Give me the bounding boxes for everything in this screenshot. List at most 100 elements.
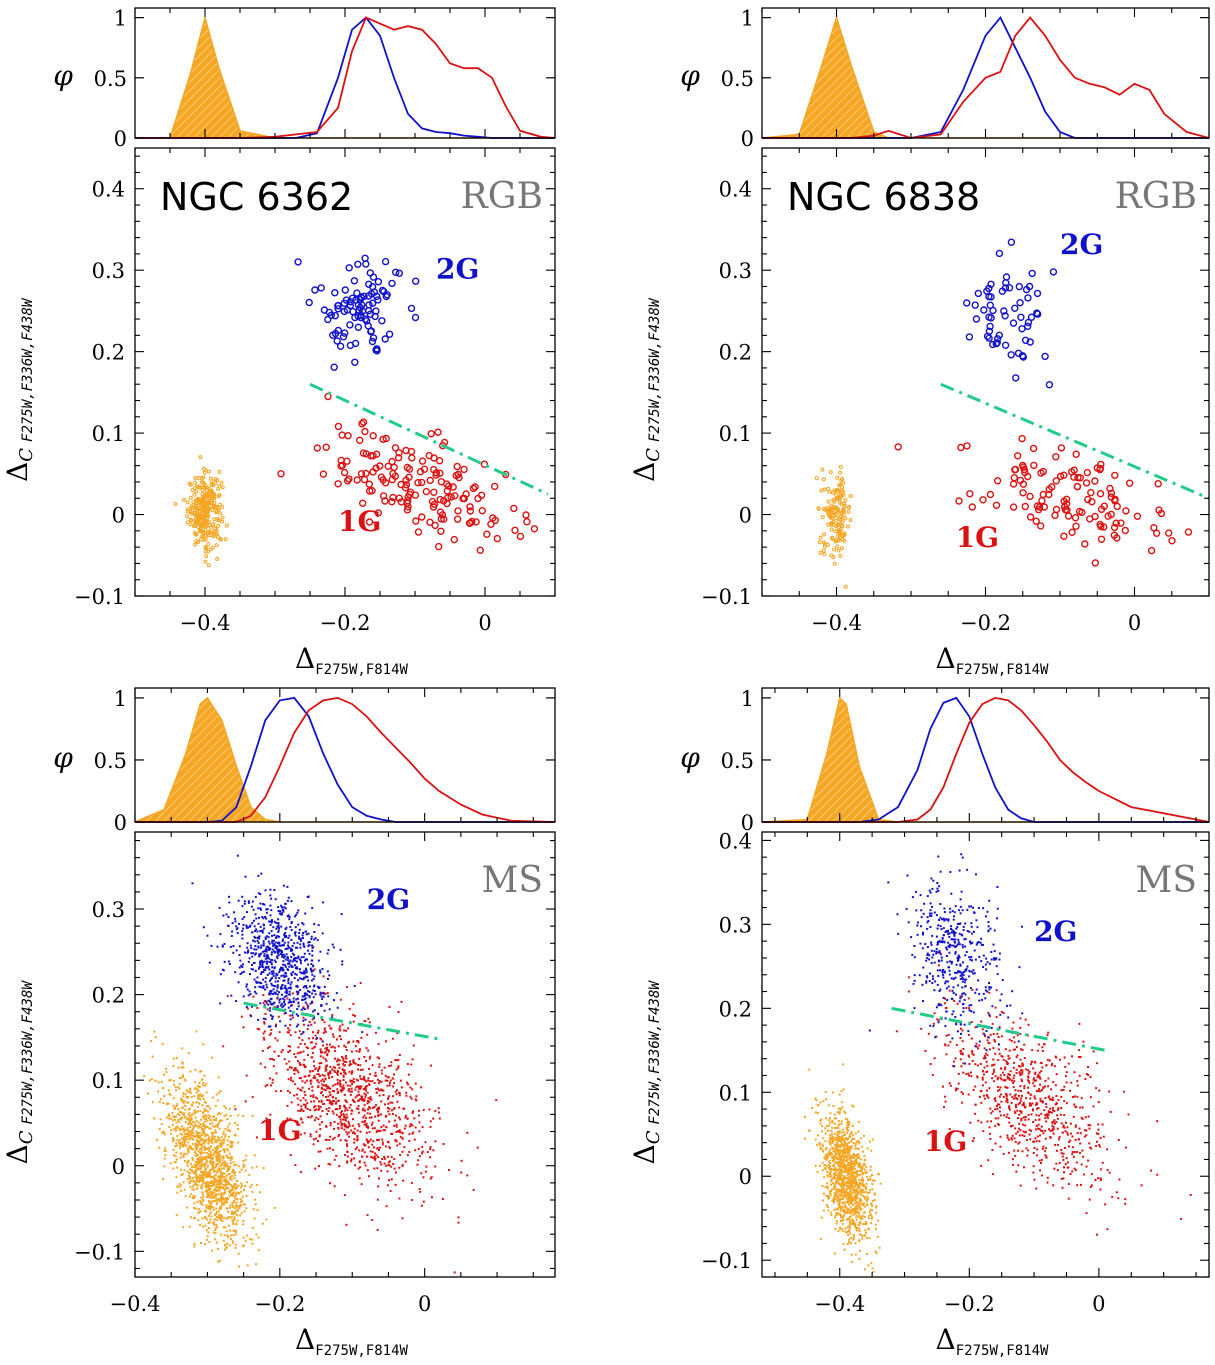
reference-stars-point	[235, 1163, 238, 1166]
reference-stars-point	[208, 1173, 211, 1176]
second-gen-stars-point	[232, 945, 235, 948]
reference-stars-point	[203, 1141, 206, 1144]
second-gen-stars-point	[1011, 304, 1019, 312]
first-gen-stars-point	[298, 1051, 301, 1054]
first-gen-stars-point	[401, 1132, 404, 1135]
second-gen-stars-point	[303, 1008, 306, 1011]
reference-stars-point	[192, 1113, 195, 1116]
reference-stars-point	[232, 1169, 235, 1172]
second-gen-stars-point	[297, 1002, 300, 1005]
reference-stars-point	[198, 1132, 201, 1135]
reference-stars-point	[178, 1185, 181, 1188]
reference-stars-point	[203, 1139, 206, 1142]
reference-stars-point	[254, 1203, 257, 1206]
second-gen-stars-point	[238, 954, 241, 956]
reference-stars-point	[849, 1154, 851, 1157]
first-gen-stars-point	[1016, 476, 1025, 485]
reference-stars-point	[223, 1139, 226, 1142]
first-gen-stars-point	[404, 1124, 407, 1127]
second-gen-stars-point	[299, 968, 301, 971]
second-gen-stars-point	[286, 957, 289, 959]
second-gen-stars-point	[274, 941, 277, 944]
second-gen-stars-point	[331, 943, 334, 946]
scatter-xtick-label: 0	[1128, 611, 1141, 635]
second-gen-stars-point	[269, 888, 272, 891]
reference-stars-point	[833, 1150, 836, 1153]
reference-stars-point	[230, 1238, 232, 1241]
reference-stars-point	[877, 1219, 880, 1222]
first-gen-stars-point	[466, 1174, 469, 1177]
reference-stars-point	[224, 1178, 227, 1181]
second-gen-stars-point	[277, 942, 280, 945]
first-gen-stars-point	[357, 1105, 360, 1108]
second-gen-stars-point	[293, 959, 296, 962]
first-gen-stars-point	[352, 1078, 355, 1080]
reference-stars-point	[227, 1125, 230, 1128]
first-gen-stars-point	[894, 443, 902, 451]
reference-stars-point	[195, 1169, 198, 1172]
reference-stars-point	[253, 1154, 256, 1157]
first-gen-stars-point	[338, 1063, 340, 1066]
first-gen-stars-point	[307, 1054, 309, 1057]
first-gen-stars-point	[342, 1062, 345, 1065]
first-gen-stars-point	[398, 1131, 401, 1133]
reference-stars-point	[217, 1193, 220, 1196]
reference-stars-point	[216, 1201, 219, 1204]
reference-stars-point	[180, 1168, 182, 1171]
reference-stars-point	[196, 1140, 199, 1143]
first-gen-stars-point	[1051, 511, 1059, 520]
first-gen-stars-point	[373, 1167, 376, 1170]
first-gen-stars-point	[383, 1155, 386, 1158]
reference-stars-point	[871, 1205, 874, 1208]
reference-stars-point	[243, 1203, 246, 1206]
reference-stars-point	[237, 1141, 240, 1144]
reference-stars-point	[246, 1234, 249, 1237]
second-gen-stars-point	[331, 289, 339, 297]
reference-stars-point	[845, 1196, 848, 1199]
reference-stars-point	[237, 1192, 240, 1195]
reference-stars-point	[830, 1188, 833, 1191]
first-gen-stars-point	[1086, 515, 1094, 523]
first-gen-stars-point	[341, 1086, 344, 1089]
second-gen-stars-point	[269, 904, 272, 907]
first-gen-stars-point	[345, 1101, 348, 1104]
reference-stars-point	[224, 1226, 227, 1229]
second-gen-stars-point	[247, 951, 249, 953]
second-gen-stars-point	[289, 959, 292, 962]
reference-stars-point	[822, 544, 827, 549]
second-gen-stars-point	[276, 984, 279, 987]
reference-stars-point	[188, 1090, 191, 1093]
reference-stars-point	[849, 1221, 851, 1224]
reference-stars-point	[209, 1115, 212, 1118]
reference-stars-point	[192, 1180, 195, 1183]
second-gen-stars-point	[311, 992, 314, 995]
density-histogram: 00.51φ	[53, 7, 556, 151]
first-gen-stars-point	[326, 1113, 329, 1115]
second-gen-stars-point	[274, 946, 277, 949]
second-gen-stars-point	[288, 918, 291, 921]
first-gen-stars-point	[339, 1079, 342, 1082]
reference-stars-point	[842, 1187, 845, 1190]
reference-stars-point	[817, 540, 822, 545]
second-gen-stars-point	[273, 920, 276, 923]
second-gen-stars-point	[296, 911, 299, 914]
scatter-xtick-label: −0.4	[180, 611, 231, 635]
reference-stars-point	[821, 477, 826, 482]
reference-stars-point	[237, 1184, 240, 1187]
second-gen-stars-point	[378, 286, 387, 295]
second-gen-stars-point	[246, 946, 249, 949]
second-gen-stars-point	[287, 979, 290, 982]
first-gen-stars-point	[1037, 469, 1045, 477]
second-gen-stars-point	[269, 1007, 272, 1010]
hist-ytick-label: 1	[741, 7, 754, 31]
reference-stars-point	[189, 1195, 191, 1198]
reference-stars-point	[224, 1165, 227, 1168]
first-gen-stars-point	[1121, 526, 1130, 535]
first-gen-stars-point	[374, 509, 382, 517]
reference-stars-point	[830, 536, 835, 541]
second-gen-stars	[963, 238, 1058, 389]
first-gen-stars-point	[326, 1046, 329, 1049]
reference-stars-point	[235, 1192, 238, 1195]
reference-stars-point	[213, 1125, 216, 1128]
second-gen-stars-point	[282, 953, 285, 956]
